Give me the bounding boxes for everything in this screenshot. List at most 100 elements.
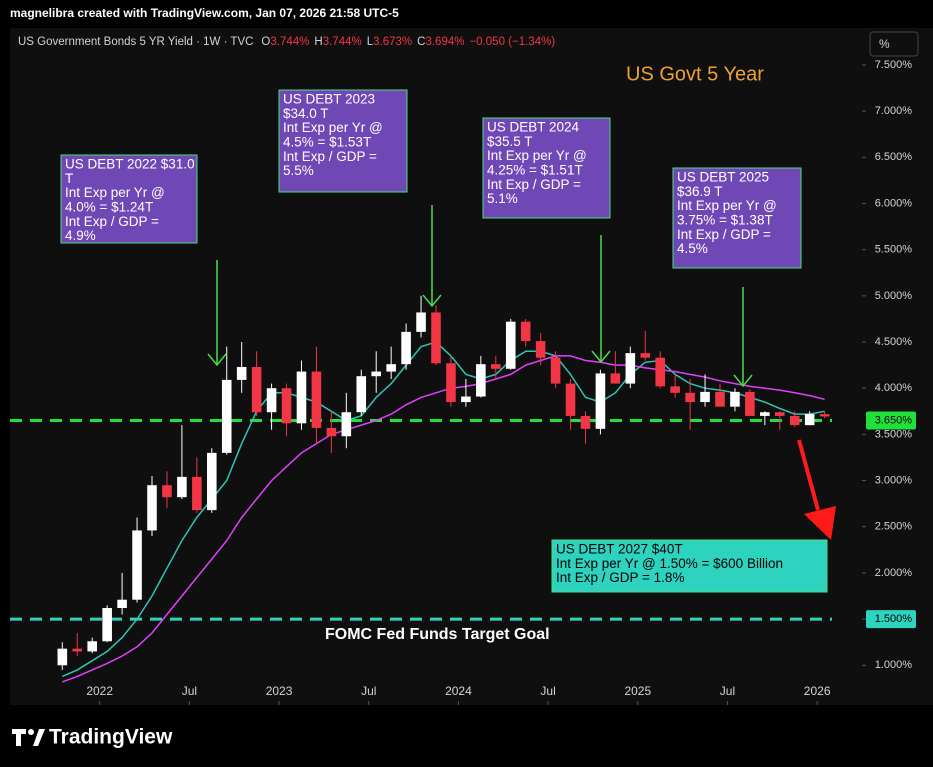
candle-body xyxy=(775,412,785,416)
candle-body xyxy=(251,366,262,413)
candle-body xyxy=(446,363,456,403)
x-tick-label: 2025 xyxy=(624,684,651,698)
annotation-arrowhead xyxy=(591,350,611,364)
y-tick-label: 3.000% xyxy=(875,474,913,486)
annotation-text: 5.1% xyxy=(487,191,518,206)
candle-body xyxy=(789,415,800,426)
y-tick-label: 2.000% xyxy=(875,567,913,579)
annotation-box xyxy=(482,117,611,219)
annotation-text: Int Exp / GDP = xyxy=(65,214,159,229)
x-tick-label: 2023 xyxy=(266,684,293,698)
forecast-arrow xyxy=(797,439,836,540)
candle-body xyxy=(147,485,157,531)
annotation-text: Int Exp / GDP = 1.8% xyxy=(556,570,684,585)
annotation-text: US DEBT 2023 xyxy=(283,92,375,107)
candle-body xyxy=(102,608,112,642)
candle-body xyxy=(760,412,770,416)
annotation-text: Int Exp / GDP = xyxy=(677,227,771,242)
annotation-text: 4.5% xyxy=(677,241,708,256)
annotation-box xyxy=(672,167,802,269)
y-tick-label: 5.500% xyxy=(875,244,913,256)
x-tick-label: Jul xyxy=(182,684,197,698)
candle-body xyxy=(117,599,127,609)
candle-body xyxy=(685,392,695,403)
annotation-text: US DEBT 2027 $40T xyxy=(556,542,683,557)
candle-body xyxy=(356,376,367,413)
unit-button[interactable] xyxy=(869,31,919,57)
footer-logo: TradingView xyxy=(49,726,173,749)
candle-body xyxy=(745,391,755,416)
candle-body xyxy=(491,364,501,369)
candle-body xyxy=(87,641,97,652)
y-tick-label: 6.500% xyxy=(875,151,913,163)
candle-body xyxy=(505,321,516,369)
y-tick-label: 3.500% xyxy=(875,428,913,440)
candle-body xyxy=(655,357,665,387)
candle-body xyxy=(386,364,396,372)
arrow-head xyxy=(804,506,836,540)
arrow-shaft xyxy=(797,439,820,511)
candle-body xyxy=(715,391,725,407)
annotation-text: 4.9% xyxy=(65,228,96,243)
candle-body xyxy=(177,476,187,498)
legend-key: C xyxy=(417,36,425,48)
y-tick-label: 4.500% xyxy=(875,336,913,348)
candle-body xyxy=(670,386,680,393)
annotation-arrowhead xyxy=(207,353,227,367)
candle-body xyxy=(221,379,232,453)
annotation-text: T xyxy=(65,171,73,186)
candle-body xyxy=(610,373,621,384)
annotation-text: 5.5% xyxy=(283,163,314,178)
candle-body xyxy=(401,331,411,365)
candle-body xyxy=(431,312,441,364)
candle-body xyxy=(266,388,277,413)
legend-change: −0.050 (−1.34%) xyxy=(469,36,555,48)
candle-body xyxy=(57,648,68,666)
unit-button-label[interactable]: % xyxy=(879,37,890,51)
candle-body xyxy=(296,371,307,424)
logo-slash xyxy=(33,729,45,746)
annotation-text: Int Exp per Yr @ xyxy=(677,198,777,213)
candle-body xyxy=(520,321,531,342)
moving-average xyxy=(62,341,825,678)
candle-body xyxy=(730,391,740,407)
y-tick-label: 7.000% xyxy=(875,105,913,117)
annotation-arrowhead xyxy=(422,294,442,308)
moving-average xyxy=(62,355,825,683)
candle-body xyxy=(416,312,426,332)
y-tick-label: 6.000% xyxy=(875,197,913,209)
candle-body xyxy=(535,341,546,358)
annotation-text: Int Exp / GDP = xyxy=(283,149,377,164)
logo: TradingView xyxy=(12,726,173,749)
candle-body xyxy=(236,366,247,380)
annotation-text: Int Exp per Yr @ xyxy=(487,148,587,163)
legend-key: L xyxy=(367,36,374,48)
price-tag-label: 3.650% xyxy=(875,414,913,426)
annotation-text: Int Exp per Yr @ xyxy=(283,120,383,135)
y-tick-label: 5.000% xyxy=(875,290,913,302)
price-tag xyxy=(866,610,916,629)
annotation-text: US DEBT 2024 xyxy=(487,120,580,135)
annotation-text: US DEBT 2022 $31.0 xyxy=(65,157,195,172)
price-tag xyxy=(866,411,916,430)
legend-key: H xyxy=(314,36,322,48)
candle-body xyxy=(72,648,83,652)
legend-value: 3.744% xyxy=(323,36,362,48)
candle-body xyxy=(804,414,815,426)
candle-body xyxy=(565,383,576,416)
candle-body xyxy=(162,485,172,498)
x-tick-label: Jul xyxy=(720,684,735,698)
annotation-text: $36.9 T xyxy=(677,184,723,199)
logo-mark xyxy=(12,729,26,746)
candle-body xyxy=(476,364,486,397)
logo-dot xyxy=(28,729,34,735)
annotation-text: 4.0% = $1.24T xyxy=(65,199,153,214)
y-tick-label: 2.500% xyxy=(875,521,913,533)
annotation-text: 3.75% = $1.38T xyxy=(677,212,773,227)
x-tick-label: 2024 xyxy=(445,684,472,698)
candle-body xyxy=(595,373,606,429)
legend-value: 3.673% xyxy=(373,36,412,48)
annotation-text: Int Exp / GDP = xyxy=(487,177,581,192)
x-tick-label: 2026 xyxy=(804,684,831,698)
